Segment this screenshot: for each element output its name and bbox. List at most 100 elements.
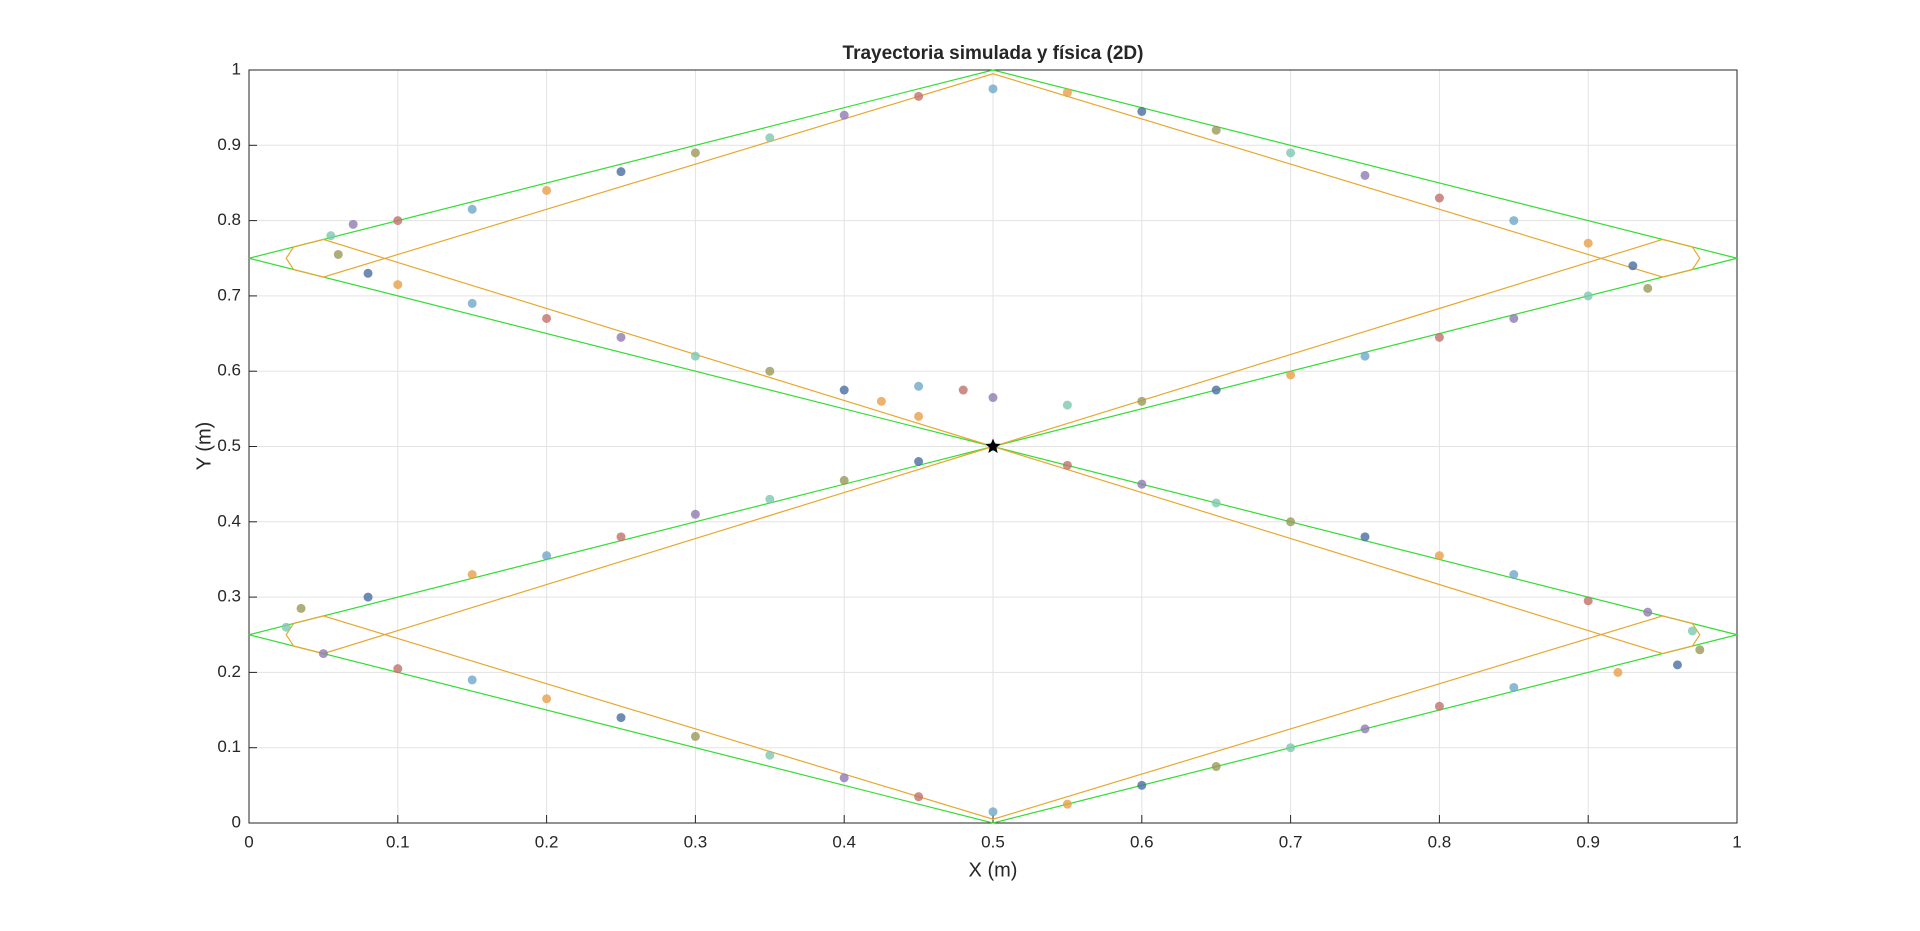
trajectory-point (1434, 193, 1444, 203)
trajectory-point (363, 592, 373, 602)
trajectory-point (914, 457, 924, 467)
trajectory-point (1434, 551, 1444, 561)
trajectory-point (1062, 460, 1072, 470)
y-tick-label: 0.6 (217, 361, 241, 380)
trajectory-point (765, 494, 775, 504)
trajectory-point (1360, 170, 1370, 180)
trajectory-point (467, 204, 477, 214)
x-tick-label: 0.1 (386, 832, 410, 851)
trajectory-point (1672, 660, 1682, 670)
trajectory-point (914, 381, 924, 391)
trajectory-point (1137, 479, 1147, 489)
trajectory-point (1360, 351, 1370, 361)
y-tick-label: 0.2 (217, 662, 241, 681)
trajectory-point (1509, 216, 1519, 226)
trajectory-point (1211, 762, 1221, 772)
trajectory-point (467, 675, 477, 685)
trajectory-point (1286, 148, 1296, 158)
y-tick-label: 0 (232, 812, 241, 831)
trajectory-point (1687, 626, 1697, 636)
trajectory-point (1137, 780, 1147, 790)
trajectory-point (1695, 645, 1705, 655)
trajectory-point (467, 570, 477, 580)
trajectory-point (988, 84, 998, 94)
trajectory-point (765, 750, 775, 760)
trajectory-point (1062, 799, 1072, 809)
trajectory-point (1583, 238, 1593, 248)
trajectory-point (690, 351, 700, 361)
trajectory-point (1062, 88, 1072, 98)
x-tick-label: 0.5 (981, 832, 1005, 851)
trajectory-point (1583, 596, 1593, 606)
trajectory-point (1613, 667, 1623, 677)
trajectory-point (467, 298, 477, 308)
trajectory-point (690, 731, 700, 741)
trajectory-point (1360, 532, 1370, 542)
trajectory-point (988, 393, 998, 403)
trajectory-point (393, 280, 403, 290)
start-marker (985, 438, 1001, 453)
y-tick-label: 0.3 (217, 587, 241, 606)
trajectory-point (1062, 400, 1072, 410)
y-tick-label: 0.5 (217, 436, 241, 455)
x-tick-label: 0.3 (684, 832, 708, 851)
trajectory-point (839, 385, 849, 395)
trajectory-point (616, 332, 626, 342)
trajectory-point (839, 773, 849, 783)
trajectory-point (1211, 385, 1221, 395)
x-tick-label: 1 (1732, 832, 1741, 851)
y-tick-label: 1 (232, 59, 241, 78)
trajectory-point (765, 133, 775, 143)
trajectory-point (281, 622, 291, 632)
trajectory-point (1434, 701, 1444, 711)
trajectory-point (333, 249, 343, 259)
trajectory-point (914, 411, 924, 421)
trajectory-point (1643, 283, 1653, 293)
trajectory-point (1360, 724, 1370, 734)
trajectory-point (1434, 332, 1444, 342)
trajectory-point (1286, 743, 1296, 753)
y-tick-label: 0.1 (217, 737, 241, 756)
trajectory-point (839, 475, 849, 485)
y-tick-label: 0.8 (217, 210, 241, 229)
y-axis-label: Y (m) (193, 422, 215, 471)
trajectory-point (542, 185, 552, 195)
trajectory-point (1137, 396, 1147, 406)
trajectory-point (1583, 291, 1593, 301)
trajectory-point (1509, 682, 1519, 692)
trajectory-point (1643, 607, 1653, 617)
trajectory-point (363, 268, 373, 278)
trajectory-point (1137, 106, 1147, 116)
trajectory-point (914, 792, 924, 802)
trajectory-point (765, 366, 775, 376)
y-tick-label: 0.7 (217, 285, 241, 304)
trajectory-point (542, 313, 552, 323)
x-tick-label: 0.4 (832, 832, 856, 851)
trajectory-point (318, 649, 328, 659)
x-tick-label: 0.8 (1428, 832, 1452, 851)
trajectory-point (839, 110, 849, 120)
trajectory-point (616, 532, 626, 542)
trajectory-point (616, 713, 626, 723)
x-tick-label: 0.7 (1279, 832, 1303, 851)
x-axis-label: X (m) (969, 859, 1018, 881)
trajectory-point (958, 385, 968, 395)
trajectory-point (348, 219, 358, 229)
trajectory-point (542, 551, 552, 561)
trajectory-point (296, 603, 306, 613)
trajectory-point (914, 91, 924, 101)
x-tick-label: 0.2 (535, 832, 559, 851)
trajectory-point (542, 694, 552, 704)
x-tick-label: 0.9 (1576, 832, 1600, 851)
trajectory-point (1509, 313, 1519, 323)
trajectory-point (326, 231, 336, 241)
trajectory-point (1509, 570, 1519, 580)
trajectory-point (1286, 370, 1296, 380)
trajectory-point (1211, 498, 1221, 508)
trajectory-point (393, 216, 403, 226)
trajectory-point (1286, 517, 1296, 527)
trajectory-point (988, 807, 998, 817)
trajectory-point (1628, 261, 1638, 271)
trajectory-point (690, 509, 700, 519)
